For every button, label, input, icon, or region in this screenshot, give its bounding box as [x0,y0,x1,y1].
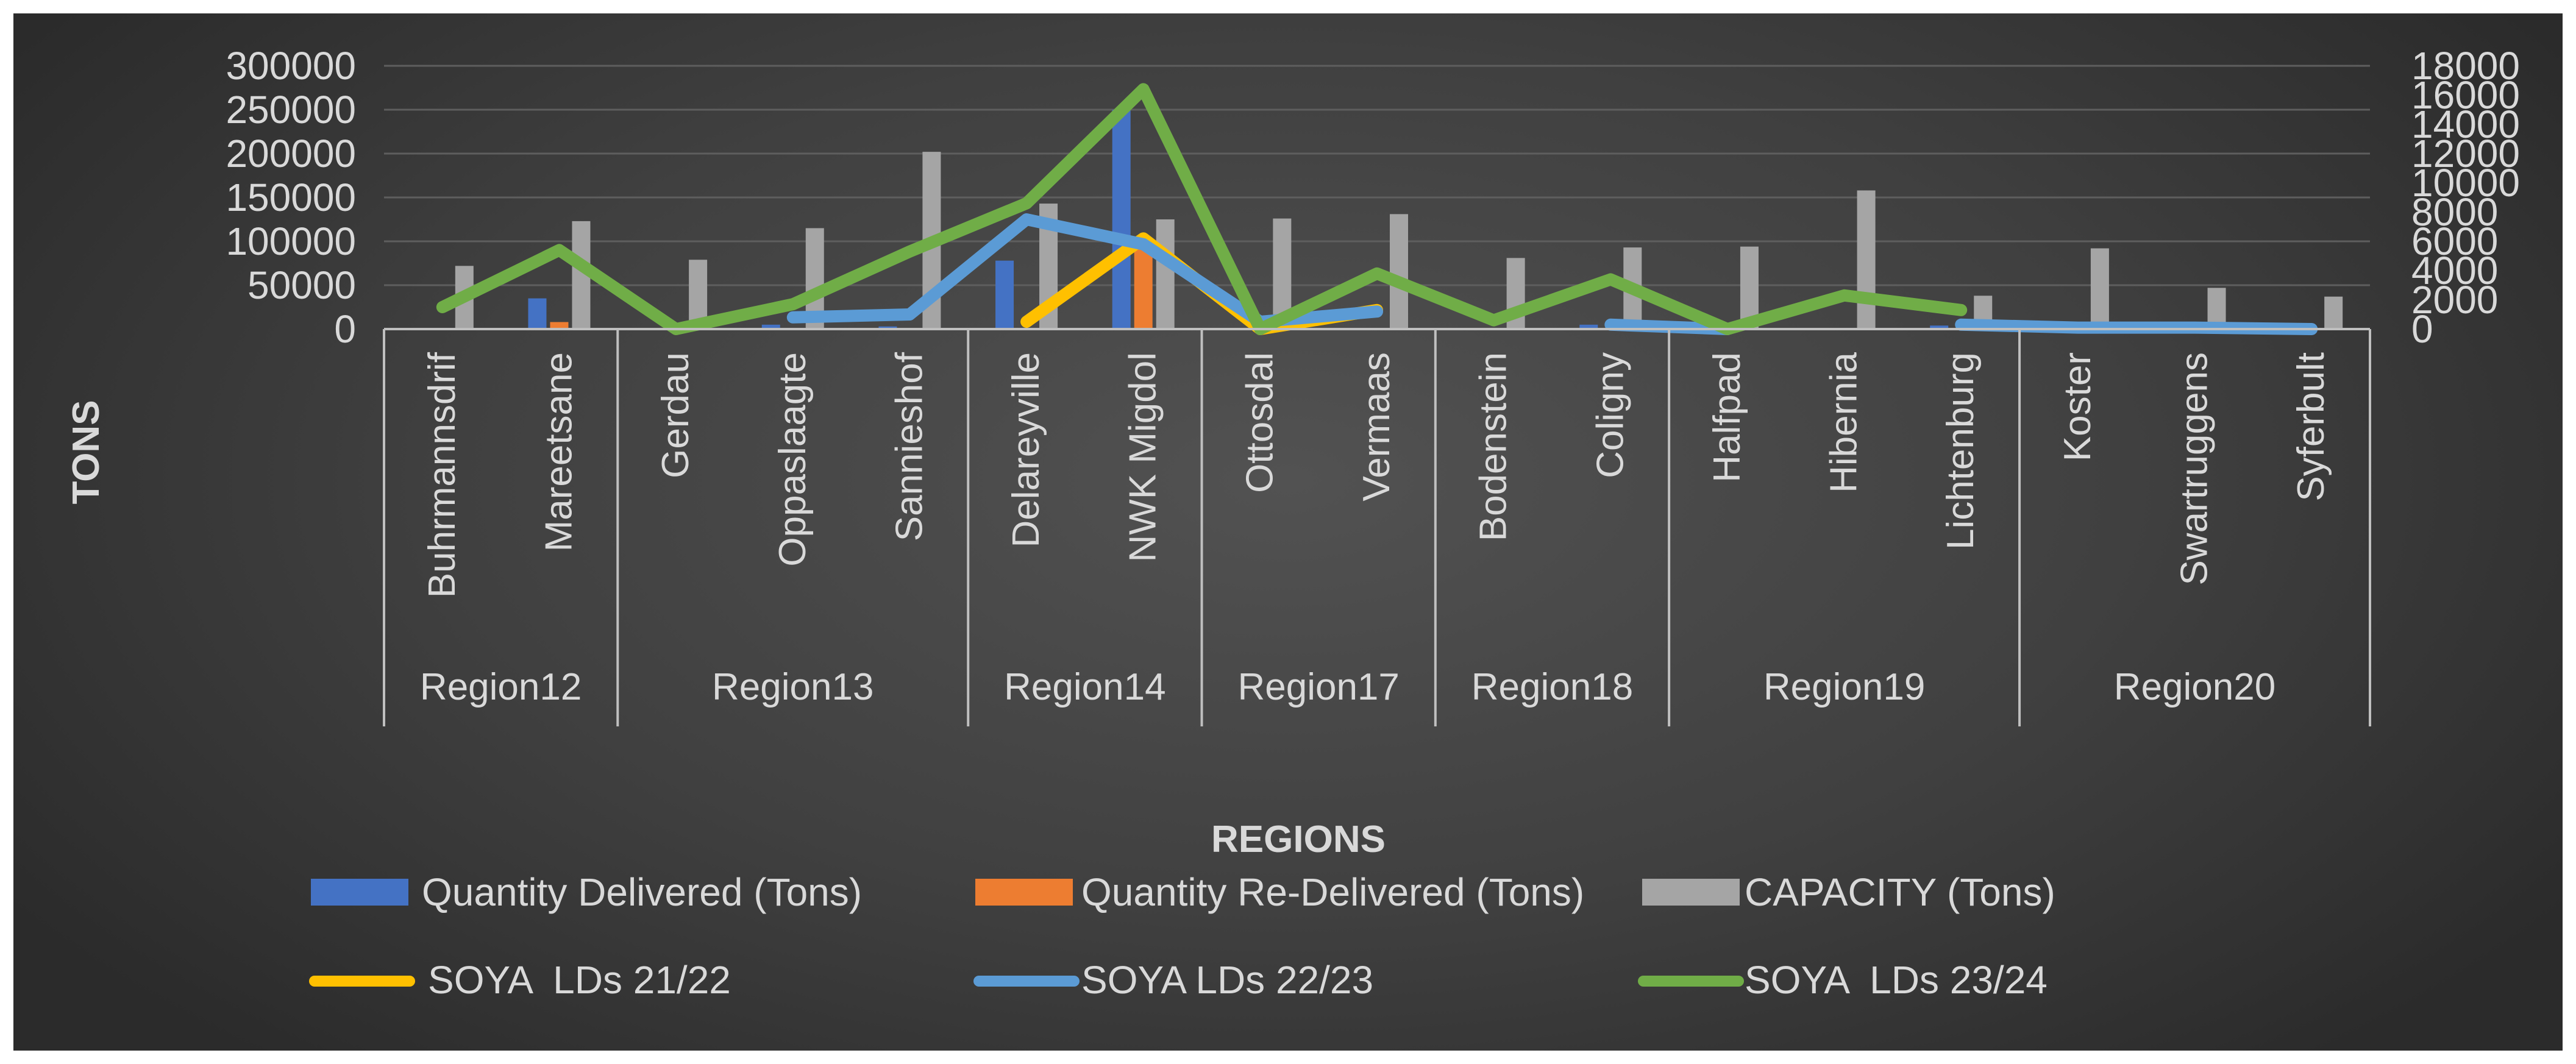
y-tick-label: 200000 [226,132,356,176]
axes [383,328,2371,726]
bar-quantity-delivered-tons-sannieshof [878,326,897,329]
bar-capacity-tons-koster [2090,248,2109,329]
legend-label-soya-2122: SOYA LDs 21/22 [428,958,731,1002]
legend-swatch-quantity-delivered [311,879,408,906]
category-label-oppaslaagte: Oppaslaagte [772,352,814,567]
legend-swatch-capacity [1642,879,1740,906]
category-label-coligny: Coligny [1589,352,1631,478]
bar-capacity-tons-vermaas [1390,214,1408,329]
y-axis-title: TONS [65,400,107,504]
legend-label-soya-2324: SOYA LDs 23/24 [1745,958,2048,1002]
axis-labels: 0500001000001500002000002500003000000200… [226,44,2520,708]
legend-label-quantity-delivered: Quantity Delivered (Tons) [422,870,862,914]
gridlines [384,65,2370,286]
y2-tick-label: 14000 [2411,102,2520,146]
bar-quantity-delivered-tons-oppaslaagte [761,324,780,329]
y-tick-label: 150000 [226,176,356,219]
x-axis-title: REGIONS [1211,818,1386,860]
category-label-syferbult: Syferbult [2290,352,2332,502]
y2-tick-label: 18000 [2411,44,2520,88]
y2-tick-label: 12000 [2411,132,2520,176]
legend-label-capacity: CAPACITY (Tons) [1745,870,2055,914]
bar-quantity-re-delivered-tons-nwk-migdol [1134,246,1153,329]
bar-quantity-delivered-tons-coligny [1579,324,1598,329]
y2-tick-label: 4000 [2411,249,2498,293]
category-label-swartruggens: Swartruggens [2174,352,2216,586]
y2-tick-label: 2000 [2411,278,2498,322]
y2-tick-label: 6000 [2411,219,2498,263]
category-label-halfpad: Halfpad [1706,352,1748,483]
bar-capacity-tons-syferbult [2324,296,2343,329]
bar-quantity-delivered-tons-delareyville [995,260,1014,329]
line-soya-lds-23-24 [436,83,1968,335]
legend-label-soya-2223: SOYA LDs 22/23 [1081,958,1373,1002]
bar-quantity-delivered-tons-mareetsane [528,298,547,329]
category-label-nwk-migdol: NWK Migdol [1122,352,1164,562]
region-label: Region19 [1763,666,1925,708]
region-label: Region12 [420,666,582,708]
category-label-sannieshof: Sannieshof [888,352,930,541]
category-label-gerdau: Gerdau [655,352,697,478]
y2-tick-label: 8000 [2411,190,2498,234]
bar-capacity-tons-nwk-migdol [1156,219,1175,329]
legend: Quantity Delivered (Tons) Quantity Re-De… [309,870,2055,1002]
category-label-vermaas: Vermaas [1356,352,1398,502]
category-label-delareyville: Delareyville [1005,352,1047,547]
y2-tick-label: 0 [2411,307,2433,351]
legend-label-quantity-redelivered: Quantity Re-Delivered (Tons) [1081,870,1584,914]
region-label: Region18 [1471,666,1633,708]
chart-frame: 0 50000 100000 150000 200000 250000 300000 0 200… [13,13,2563,1051]
category-label-koster: Koster [2057,352,2099,461]
bar-capacity-tons-hibernia [1857,190,1876,329]
y-tick-label: 50000 [247,263,356,307]
bar-series [455,110,2343,329]
category-label-ottosdal: Ottosdal [1239,352,1281,493]
y-tick-label: 250000 [226,88,356,132]
y2-tick-label: 16000 [2411,73,2520,117]
region-label: Region20 [2114,666,2275,708]
y-tick-label: 100000 [226,219,356,263]
bar-quantity-re-delivered-tons-mareetsane [550,322,569,329]
region-label: Region13 [712,666,873,708]
category-label-lichtenburg: Lichtenburg [1940,352,1982,550]
category-label-hibernia: Hibernia [1823,352,1865,492]
category-label-bodenstein: Bodenstein [1473,352,1515,541]
bar-quantity-delivered-tons-nwk-migdol [1112,110,1131,329]
combo-chart: 0500001000001500002000002500003000000200… [65,44,2520,1002]
y-tick-label: 300000 [226,44,356,88]
category-label-buhrmannsdrif: Buhrmannsdrif [421,352,463,598]
category-label-mareetsane: Mareetsane [538,352,580,552]
y2-tick-label: 10000 [2411,161,2520,205]
region-label: Region17 [1237,666,1399,708]
y-tick-label: 0 [334,307,356,351]
bar-quantity-delivered-tons-lichtenburg [1930,325,1949,329]
legend-swatch-quantity-redelivered [975,879,1073,906]
line-series [436,83,2318,335]
region-label: Region14 [1004,666,1165,708]
